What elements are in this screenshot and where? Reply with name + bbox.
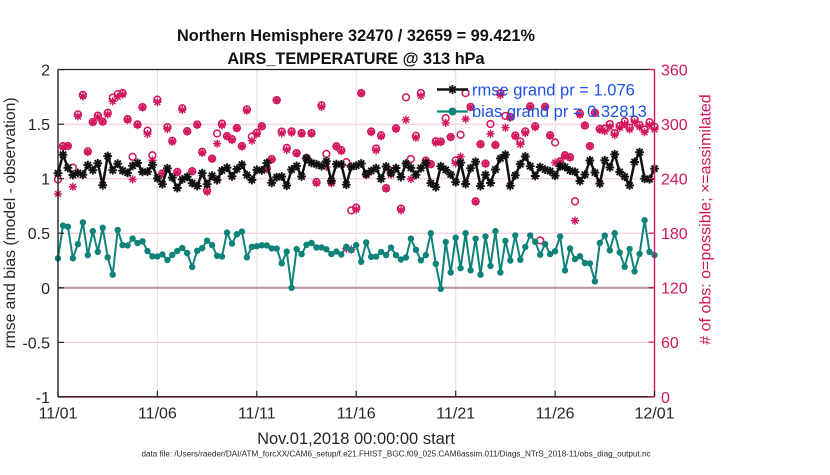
svg-text:12/01: 12/01: [634, 406, 674, 423]
svg-text:240: 240: [661, 172, 688, 189]
svg-text:data file: /Users/raeder/DAI/A: data file: /Users/raeder/DAI/ATM_forcXX/…: [141, 450, 650, 459]
svg-text:2: 2: [41, 63, 50, 80]
svg-text:60: 60: [661, 335, 679, 352]
svg-text:Nov.01,2018 00:00:00 start: Nov.01,2018 00:00:00 start: [257, 430, 455, 448]
svg-text:-0.5: -0.5: [22, 335, 50, 352]
svg-text:# of obs: o=possible; ×=assimi: # of obs: o=possible; ×=assimilated: [698, 94, 715, 344]
svg-text:AIRS_TEMPERATURE @ 313 hPa: AIRS_TEMPERATURE @ 313 hPa: [227, 50, 485, 68]
svg-text:-1: -1: [36, 390, 50, 407]
svg-text:0: 0: [41, 281, 50, 298]
svg-text:11/11: 11/11: [238, 406, 276, 423]
svg-text:11/21: 11/21: [436, 406, 475, 423]
svg-text:bias grand pr = 0.32813: bias grand pr = 0.32813: [472, 103, 647, 121]
svg-text:360: 360: [661, 63, 688, 80]
svg-text:180: 180: [661, 226, 688, 243]
svg-text:1.5: 1.5: [28, 117, 50, 134]
svg-text:11/01: 11/01: [39, 406, 78, 423]
svg-text:120: 120: [661, 281, 688, 298]
svg-text:11/06: 11/06: [138, 406, 177, 423]
svg-text:300: 300: [661, 117, 688, 134]
svg-text:0: 0: [661, 390, 670, 407]
svg-text:0.5: 0.5: [28, 226, 50, 243]
svg-text:11/16: 11/16: [337, 406, 376, 423]
svg-text:11/26: 11/26: [536, 406, 575, 423]
svg-text:rmse and bias (model - observa: rmse and bias (model - observation): [2, 97, 19, 348]
svg-text:1: 1: [41, 172, 50, 189]
svg-text:Northern Hemisphere 32470 / 32: Northern Hemisphere 32470 / 32659 = 99.4…: [177, 27, 535, 45]
svg-text:rmse grand pr = 1.076: rmse grand pr = 1.076: [472, 82, 635, 100]
